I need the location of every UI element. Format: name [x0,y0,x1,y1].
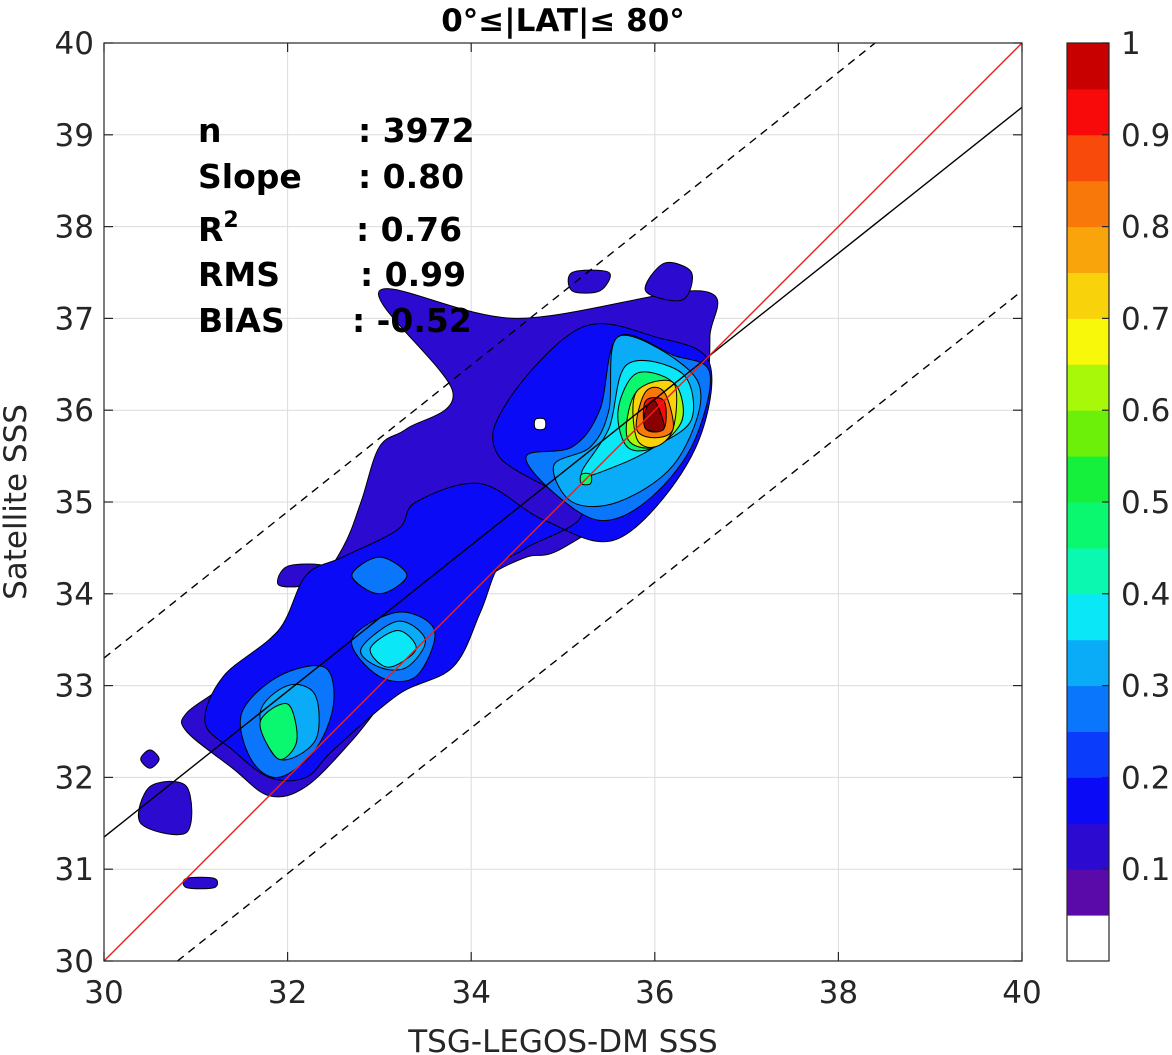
colorbar-segment [1067,410,1109,457]
regression-line [104,106,1022,838]
stat-value-n: : 3972 [358,111,475,150]
colorbar-segment [1067,43,1109,90]
contour-level-0.1 [140,749,160,769]
colorbar-segment [1067,272,1109,319]
identity-line [104,43,1022,961]
colorbar-tick-label: 0.4 [1121,577,1170,613]
y-tick-label: 40 [55,26,94,62]
stat-label-r: R2 [198,208,239,249]
x-tick-label: 32 [268,975,307,1011]
colorbar-segment [1067,226,1109,273]
colorbar-tick-label: 0.8 [1121,210,1170,246]
stat-value-bias: : -0.52 [352,301,472,340]
colorbar-segment [1067,502,1109,549]
y-tick-label: 30 [55,944,94,980]
stat-label-rms: RMS [198,255,280,294]
x-tick-label: 36 [635,975,674,1011]
colorbar-tick-label: 0.9 [1121,118,1170,154]
axis-ticks: 30 32 34 36 38 40 30 31 32 33 34 35 36 37 38 39 40 [55,26,1042,1011]
colorbar: 0.1 0.2 0.3 0.4 0.5 0.6 0.7 0.8 0.9 1 [1066,26,1170,962]
colorbar-segment [1067,593,1109,641]
stat-label-superscript: 2 [223,208,238,233]
y-tick-label: 33 [55,669,94,705]
y-tick-label: 38 [55,210,94,246]
colorbar-segment [1067,318,1109,365]
x-axis-label: TSG-LEGOS-DM SSS [407,1024,717,1055]
contour-level-0.1 [644,262,693,302]
chart-title: 0°≤|LAT|≤ 80° [441,3,685,39]
colorbar-tick-label: 0.3 [1121,669,1170,705]
reference-lines [104,43,1022,961]
x-tick-label: 30 [84,975,123,1011]
density-contours [137,262,719,890]
colorbar-segment [1067,180,1109,228]
colorbar-segment [1067,88,1109,136]
stat-label-bias: BIAS [198,301,285,340]
colorbar-tick-label: 0.7 [1121,301,1170,337]
stats-annotation: n : 3972 Slope : 0.80 R2 : 0.76 RMS : 0.99 BIAS:… [198,111,475,340]
contour-level-0.25 [351,556,408,595]
y-tick-label: 35 [55,485,94,521]
colorbar-segment [1067,777,1109,824]
colorbar-tick-label: 0.2 [1121,760,1170,796]
x-tick-label: 34 [451,975,490,1011]
y-tick-label: 39 [55,118,94,154]
stat-value-r: : 0.76 [356,210,462,249]
colorbar-tick-label: 0.6 [1121,393,1170,429]
contour-level-0 [533,417,547,431]
y-tick-label: 34 [55,577,94,613]
colorbar-tick-label: 0.5 [1121,485,1170,521]
colorbar-segment [1067,134,1109,182]
colorbar-segment [1067,823,1109,870]
y-tick-label: 36 [55,393,94,429]
colorbar-segment [1067,547,1109,595]
y-tick-label: 37 [55,301,94,337]
colorbar-tick-label: 1 [1121,26,1141,62]
colorbar-segment [1067,639,1109,687]
stat-value-rms: : 0.99 [360,255,466,294]
colorbar-segment [1067,364,1109,411]
lower-bound-dashed-line [177,290,1022,961]
plot-area: 30 32 34 36 38 40 30 31 32 33 34 35 36 37 38 39 40 [55,26,1042,1011]
contour-level-0.1 [182,876,219,890]
stat-label-n: n [198,111,222,150]
y-tick-label: 31 [55,852,94,888]
colorbar-segment [1067,685,1109,732]
colorbar-segment [1067,869,1109,916]
x-tick-label: 40 [1002,975,1041,1011]
y-tick-label: 32 [55,760,94,796]
stat-value-slope: : 0.80 [358,157,464,196]
colorbar-segment [1067,456,1109,503]
colorbar-segment [1067,731,1109,778]
x-tick-label: 38 [819,975,858,1011]
contour-level-0.1 [137,780,193,836]
stat-label-slope: Slope [198,157,302,196]
y-axis-label: Satellite SSS [0,404,34,600]
upper-bound-dashed-line [104,43,876,659]
contour-level-0.45 [259,703,298,760]
colorbar-segment [1067,915,1109,962]
colorbar-tick-label: 0.1 [1121,852,1170,888]
